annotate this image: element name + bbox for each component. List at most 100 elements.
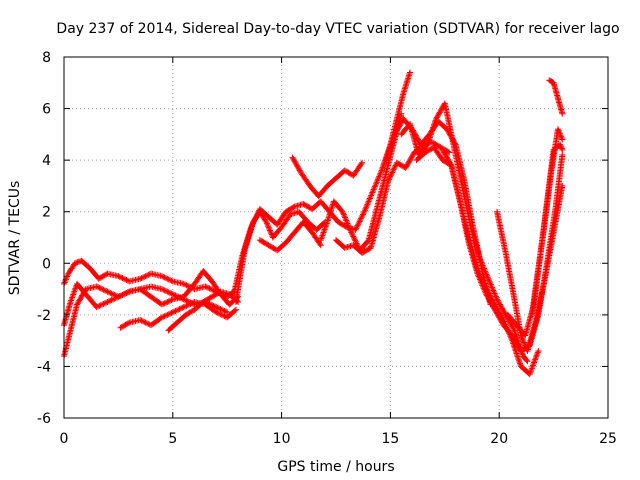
data-point bbox=[361, 207, 368, 214]
data-point bbox=[74, 301, 81, 308]
x-tick-label: 10 bbox=[273, 431, 291, 447]
data-point bbox=[497, 302, 504, 309]
data-point bbox=[527, 369, 534, 376]
data-point bbox=[555, 127, 562, 134]
data-point bbox=[167, 289, 174, 296]
data-point bbox=[353, 225, 360, 232]
data-point bbox=[405, 159, 412, 166]
data-point bbox=[523, 357, 530, 364]
data-point bbox=[207, 286, 214, 293]
data-point bbox=[352, 226, 359, 233]
data-point bbox=[103, 299, 110, 306]
data-point bbox=[493, 309, 500, 316]
data-point bbox=[374, 176, 381, 183]
data-point bbox=[168, 297, 175, 304]
data-point bbox=[352, 237, 359, 244]
data-point bbox=[443, 153, 450, 160]
data-point bbox=[142, 319, 149, 326]
data-point bbox=[360, 210, 367, 217]
data-point bbox=[510, 335, 517, 342]
data-point bbox=[499, 306, 506, 313]
data-point bbox=[528, 365, 535, 372]
data-point bbox=[480, 285, 487, 292]
data-point bbox=[119, 275, 126, 282]
data-point bbox=[213, 304, 220, 311]
data-point bbox=[161, 300, 168, 307]
data-point bbox=[353, 223, 360, 230]
data-point bbox=[385, 177, 392, 184]
data-point bbox=[290, 157, 297, 164]
data-point bbox=[95, 284, 101, 291]
data-point bbox=[346, 224, 353, 231]
data-point bbox=[81, 288, 88, 295]
data-point bbox=[359, 211, 366, 218]
data-point bbox=[493, 294, 500, 301]
data-point bbox=[520, 338, 527, 345]
data-point bbox=[292, 159, 299, 166]
data-point bbox=[182, 281, 189, 288]
data-point bbox=[339, 208, 346, 215]
data-point bbox=[509, 333, 516, 340]
data-point bbox=[317, 242, 324, 249]
data-point bbox=[168, 290, 175, 297]
data-point bbox=[123, 289, 130, 296]
data-point bbox=[214, 309, 221, 316]
data-point bbox=[484, 274, 491, 281]
data-point bbox=[482, 289, 489, 296]
data-point bbox=[160, 313, 167, 320]
data-point bbox=[141, 273, 148, 280]
data-point bbox=[172, 292, 179, 299]
data-point bbox=[202, 283, 209, 290]
data-point bbox=[375, 174, 382, 181]
data-point bbox=[340, 210, 347, 217]
data-point bbox=[341, 213, 348, 220]
data-point bbox=[534, 350, 541, 357]
data-point bbox=[446, 158, 453, 165]
data-point bbox=[101, 287, 108, 294]
data-point bbox=[95, 303, 101, 310]
data-point bbox=[289, 154, 296, 161]
data-point bbox=[529, 363, 536, 370]
data-point bbox=[485, 277, 492, 284]
data-point bbox=[477, 258, 484, 265]
data-point bbox=[486, 296, 493, 303]
data-point bbox=[363, 202, 370, 209]
data-point bbox=[487, 298, 494, 305]
data-point bbox=[385, 176, 392, 183]
data-point bbox=[296, 166, 303, 173]
data-point bbox=[112, 292, 119, 299]
data-marks bbox=[61, 69, 566, 378]
data-point bbox=[161, 274, 168, 281]
data-point bbox=[350, 233, 357, 240]
data-point bbox=[387, 172, 394, 179]
data-point bbox=[404, 162, 411, 169]
data-point bbox=[524, 358, 531, 365]
data-point bbox=[521, 340, 528, 347]
data-point bbox=[533, 352, 540, 359]
data-point bbox=[527, 368, 534, 375]
data-point bbox=[118, 274, 125, 281]
data-point bbox=[352, 239, 359, 246]
data-point bbox=[474, 270, 481, 277]
data-point bbox=[479, 282, 486, 289]
data-point bbox=[502, 310, 509, 317]
data-point bbox=[490, 287, 497, 294]
data-point bbox=[221, 307, 228, 314]
data-point bbox=[395, 124, 402, 131]
data-point bbox=[435, 112, 442, 119]
data-point bbox=[557, 142, 564, 149]
data-point bbox=[356, 218, 363, 225]
data-point bbox=[397, 121, 404, 128]
data-point bbox=[558, 145, 565, 152]
data-point bbox=[267, 228, 274, 235]
series-track-19 bbox=[546, 77, 566, 117]
data-point bbox=[362, 205, 369, 212]
data-point bbox=[446, 159, 453, 166]
data-point bbox=[378, 168, 385, 175]
data-point bbox=[75, 298, 82, 305]
data-point bbox=[512, 338, 519, 345]
data-point bbox=[394, 126, 401, 133]
data-point bbox=[296, 167, 303, 174]
data-point bbox=[183, 282, 190, 289]
data-point bbox=[116, 273, 123, 280]
